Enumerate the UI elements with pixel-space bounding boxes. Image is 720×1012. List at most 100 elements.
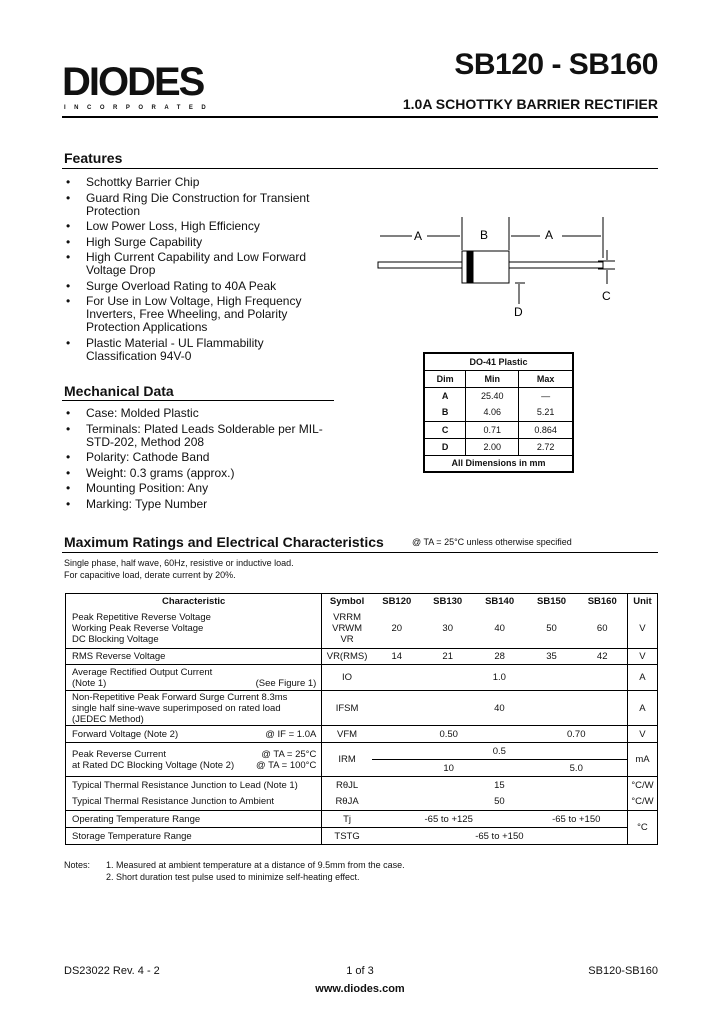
condition: @ TA = 25°C <box>261 748 317 760</box>
char: Storage Temperature Range <box>65 827 323 845</box>
mechanical-item: Weight: 0.3 grams (approx.) <box>64 466 324 480</box>
value: 10 <box>371 759 526 777</box>
col-header: Characteristic <box>65 593 323 610</box>
unit: V <box>626 725 658 743</box>
dim-cell: 5.21 <box>518 404 574 422</box>
char: Working Peak Reverse Voltage <box>72 623 204 635</box>
ratings-rule <box>62 552 658 553</box>
char: Average Rectified Output Current <box>72 666 213 678</box>
char: Non-Repetitive Peak Forward Surge Curren… <box>72 691 288 703</box>
value: 1.0 <box>371 664 628 691</box>
unit: °C/W <box>626 793 658 811</box>
dim-cell: 25.40 <box>465 386 520 404</box>
table-row: Typical Thermal Resistance Junction to A… <box>65 793 658 811</box>
char: RMS Reverse Voltage <box>65 648 323 665</box>
note-item: 2. Short duration test pulse used to min… <box>106 872 360 882</box>
min-header: Min <box>465 369 520 388</box>
logo-subtitle: INCORPORATED <box>64 105 215 111</box>
condition: (See Figure 1) <box>255 677 317 689</box>
features-title: Features <box>64 150 123 166</box>
condition: @ IF = 1.0A <box>265 728 317 740</box>
max-header: Max <box>518 369 574 388</box>
do41-package-diagram: A B A C D <box>377 217 615 319</box>
dim-cell: A <box>423 386 467 404</box>
table-row: Peak Repetitive Reverse Voltage Working P… <box>65 609 658 649</box>
dim-table-title: DO-41 Plastic <box>423 352 574 371</box>
value: -65 to +150 <box>525 810 628 828</box>
value: 14 <box>371 648 422 665</box>
mechanical-item: Terminals: Plated Leads Solderable per M… <box>64 422 324 449</box>
char: Typical Thermal Resistance Junction to L… <box>65 776 323 794</box>
char: single half sine-wave superimposed on ra… <box>72 702 281 714</box>
ratings-note-2: For capacitive load, derate current by 2… <box>64 570 236 580</box>
dim-cell: 4.06 <box>465 404 520 422</box>
unit: V <box>626 648 658 665</box>
table-row: Non-Repetitive Peak Forward Surge Curren… <box>65 690 658 726</box>
value: 40 <box>371 690 628 726</box>
value: 28 <box>473 648 526 665</box>
feature-item: Plastic Material - UL Flammability Class… <box>64 336 324 363</box>
dim-label-a2: A <box>545 228 553 242</box>
dimensions-table: DO-41 Plastic Dim Min Max A 25.40— B 4.06 5.2… <box>423 352 574 473</box>
dim-header: Dim <box>423 369 467 388</box>
page-title: SB120 - SB160 <box>454 48 658 81</box>
symbol: Tj <box>321 810 372 828</box>
char: Peak Reverse Current <box>72 748 166 760</box>
char: Peak Repetitive Reverse Voltage <box>72 612 211 624</box>
value: 5.0 <box>525 759 628 777</box>
unit: mA <box>626 742 658 777</box>
feature-item: Schottky Barrier Chip <box>64 176 324 190</box>
page-number: 1 of 3 <box>346 965 374 977</box>
unit: A <box>626 690 658 726</box>
table-row: RMS Reverse Voltage VR(RMS) 14 21 28 35 42 V <box>65 648 658 665</box>
col-header: SB160 <box>587 596 617 608</box>
col-header: SB120 <box>382 596 412 608</box>
table-row: Typical Thermal Resistance Junction to L… <box>65 776 658 794</box>
feature-item: Low Power Loss, High Efficiency <box>64 220 324 234</box>
symbol: TSTG <box>321 827 372 845</box>
mechanical-item: Case: Molded Plastic <box>64 407 324 421</box>
dim-cell: 0.864 <box>518 420 574 439</box>
char: DC Blocking Voltage <box>72 634 159 646</box>
symbol: VR(RMS) <box>321 648 372 665</box>
col-header: Unit <box>626 593 658 610</box>
ratings-condition: @ TA = 25°C unless otherwise specified <box>412 537 572 547</box>
dim-label-d: D <box>514 305 523 319</box>
symbol: IRM <box>321 742 372 777</box>
symbol: VRWM <box>332 623 363 635</box>
dim-label-b: B <box>480 228 488 242</box>
unit: °C/W <box>626 776 658 794</box>
char: Forward Voltage (Note 2) <box>72 728 179 740</box>
table-row: Average Rectified Output Current (Note 1)… <box>65 664 658 691</box>
feature-item: Surge Overload Rating to 40A Peak <box>64 279 324 293</box>
diodes-logo: DIODES <box>62 60 205 104</box>
value: 0.5 <box>371 742 628 760</box>
mechanical-list: Case: Molded Plastic Terminals: Plated L… <box>64 407 324 513</box>
dim-label-c: C <box>602 289 611 303</box>
symbol: VFM <box>321 725 372 743</box>
symbol: VRRM <box>333 612 362 624</box>
value: 35 <box>525 648 578 665</box>
mechanical-item: Marking: Type Number <box>64 497 324 511</box>
table-row: Operating Temperature Range Tj -65 to +125… <box>65 810 658 845</box>
value: 30 <box>421 609 474 649</box>
table-row: Peak Reverse Current @ TA = 25°C at Rated … <box>65 742 658 777</box>
notes-label: Notes: <box>64 860 91 870</box>
table-row: Forward Voltage (Note 2) @ IF = 1.0A VFM 0… <box>65 725 658 743</box>
unit: V <box>626 609 658 649</box>
dim-cell: B <box>423 404 467 422</box>
page-subtitle: 1.0A SCHOTTKY BARRIER RECTIFIER <box>402 96 658 112</box>
char: Operating Temperature Range <box>65 810 323 828</box>
note-item: 1. Measured at ambient temperature at a … <box>106 860 405 870</box>
mechanical-item: Mounting Position: Any <box>64 482 324 496</box>
char: Typical Thermal Resistance Junction to A… <box>65 793 323 811</box>
table-row: 10 5.0 <box>66 759 658 777</box>
website-link[interactable]: www.diodes.com <box>315 983 405 995</box>
value: 0.50 <box>371 725 526 743</box>
value: -65 to +150 <box>371 827 628 845</box>
feature-item: High Surge Capability <box>64 235 324 249</box>
symbol: RθJL <box>335 779 359 791</box>
symbol: IFSM <box>321 690 372 726</box>
dim-table-footer: All Dimensions in mm <box>423 454 574 473</box>
ratings-note-1: Single phase, half wave, 60Hz, resistive… <box>64 558 294 568</box>
